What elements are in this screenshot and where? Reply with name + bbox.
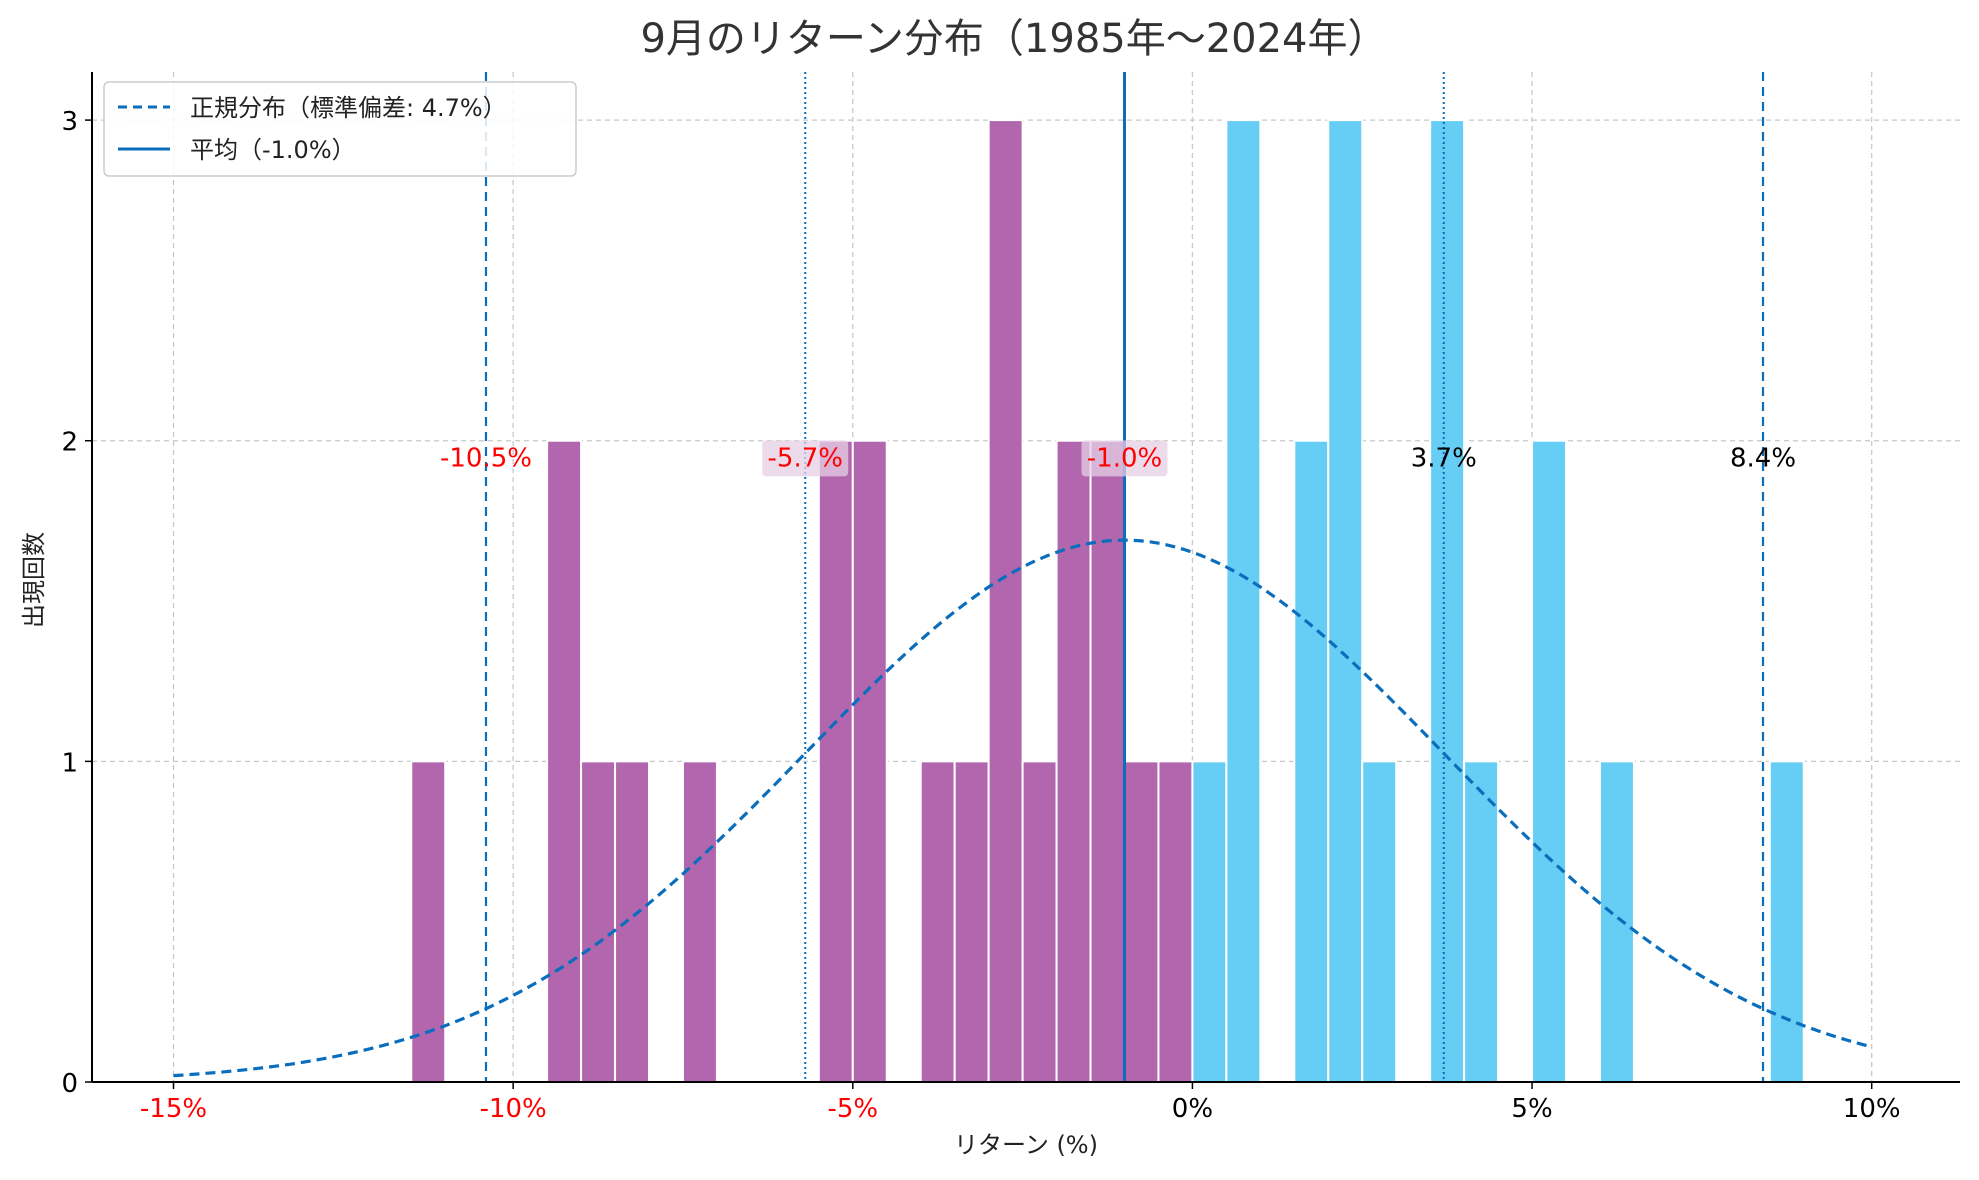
histogram-bar <box>851 439 888 1083</box>
y-axis-label: 出現回数 <box>20 532 48 628</box>
reference-lines <box>484 72 1765 1082</box>
normal-curve <box>173 538 1873 1078</box>
x-tick-label: 10% <box>1843 1094 1901 1124</box>
chart-title: 9月のリターン分布（1985年～2024年） <box>640 16 1387 62</box>
reference-label: -5.7% <box>768 443 843 473</box>
histogram-bar <box>1191 760 1228 1083</box>
x-tick-label: -15% <box>140 1094 207 1124</box>
y-tick-label: 2 <box>61 428 78 458</box>
x-axis-label: リターン (%) <box>954 1131 1098 1159</box>
reference-label-box <box>1081 440 1168 477</box>
histogram-bar <box>580 760 617 1083</box>
x-tick-label: -5% <box>827 1094 878 1124</box>
histogram-bar <box>1361 760 1398 1083</box>
histogram-bar <box>1021 760 1058 1083</box>
histogram-bar <box>1327 119 1364 1084</box>
axes <box>85 72 1960 1089</box>
x-tick-label: 0% <box>1172 1094 1213 1124</box>
legend-box <box>103 81 577 177</box>
histogram-bar <box>1598 760 1635 1083</box>
histogram-bar <box>546 439 583 1083</box>
histogram-bar <box>1089 439 1126 1083</box>
histogram-bar <box>987 119 1024 1084</box>
y-tick-label: 3 <box>61 107 78 137</box>
reference-label: -1.0% <box>1087 443 1162 473</box>
histogram-bar <box>681 760 718 1083</box>
histogram-bar <box>1429 119 1466 1084</box>
histogram-bar <box>1225 119 1262 1084</box>
reference-labels: -10.5% -5.7% -1.0% 3.7% 8.4% <box>440 440 1796 477</box>
histogram-bar <box>1463 760 1500 1083</box>
reference-label: 8.4% <box>1730 443 1796 473</box>
histogram-bar <box>817 439 854 1083</box>
histogram-bar <box>1157 760 1194 1083</box>
histogram-bars <box>410 119 1805 1084</box>
y-tick-label: 0 <box>61 1069 78 1099</box>
reference-label: -10.5% <box>440 443 532 473</box>
legend-label: 平均（-1.0%） <box>190 136 356 164</box>
reference-label: 3.7% <box>1411 443 1477 473</box>
histogram-bar <box>614 760 651 1083</box>
normal-curve-line <box>173 538 1873 1078</box>
legend-label: 正規分布（標準偏差: 4.7%） <box>190 94 507 122</box>
x-tick-label: -10% <box>480 1094 547 1124</box>
histogram-bar <box>1123 760 1160 1083</box>
histogram-bar <box>1055 439 1092 1083</box>
histogram-bar <box>410 760 447 1083</box>
histogram-bar <box>1768 760 1805 1083</box>
histogram-bar <box>1531 439 1568 1083</box>
y-tick-label: 1 <box>61 748 78 778</box>
reference-label-box <box>762 440 849 477</box>
histogram-bar <box>953 760 990 1083</box>
x-tick-label: 5% <box>1511 1094 1552 1124</box>
histogram-bar <box>919 760 956 1083</box>
histogram-bar <box>1293 439 1330 1083</box>
legend: 正規分布（標準偏差: 4.7%） 平均（-1.0%） <box>103 81 577 177</box>
tick-labels: -15% -10% -5% 0% 5% 10% 0 1 2 3 <box>61 107 1900 1124</box>
